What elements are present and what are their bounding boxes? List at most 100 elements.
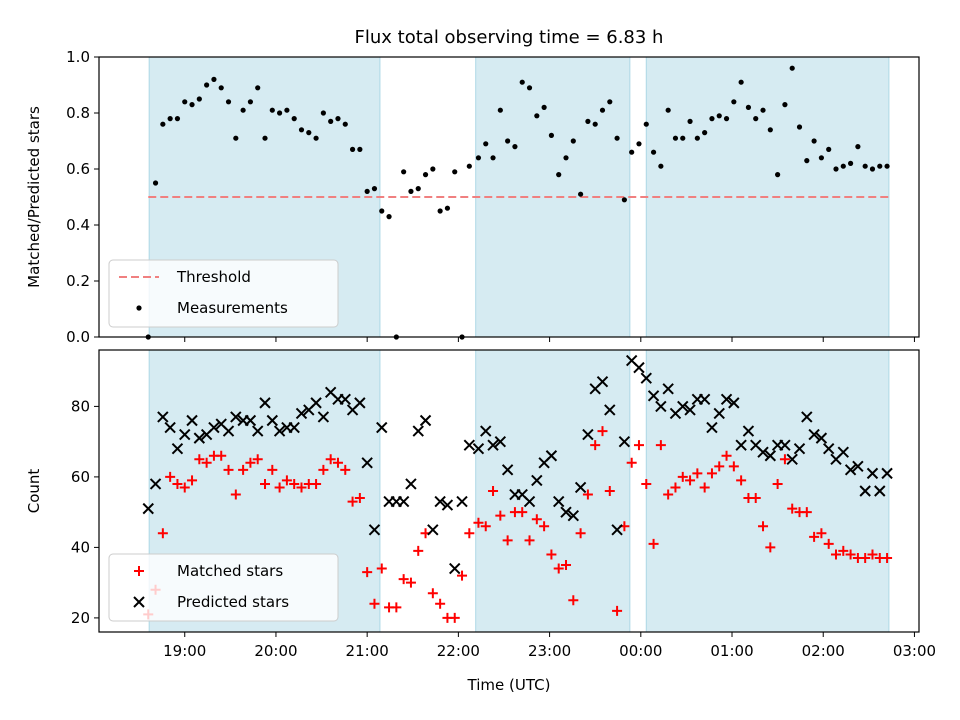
matched-star-point <box>597 426 608 437</box>
predicted-star-point <box>230 411 242 423</box>
top-panel: 0.0 0.2 0.4 0.6 0.8 1.0 Matched/Predicted star… <box>25 48 920 346</box>
matched-star-point <box>699 482 710 493</box>
measurement-point <box>298 127 305 133</box>
matched-star-point <box>830 549 841 560</box>
predicted-star-point <box>793 442 806 455</box>
y-tick-label: 80 <box>71 397 90 415</box>
measurement-point <box>702 130 708 136</box>
legend: Matched stars Predicted stars <box>108 553 339 622</box>
matched-star-point <box>245 457 256 468</box>
measurement-point <box>483 141 489 147</box>
predicted-star-point <box>186 414 198 427</box>
measurement-point <box>672 135 679 141</box>
matched-star-point <box>604 486 615 496</box>
x-tick-label: 02:00 <box>802 642 845 660</box>
matched-star-point <box>495 510 506 521</box>
series-measurements <box>145 65 890 340</box>
measurement-point <box>328 118 334 124</box>
y-tick-label: 0.6 <box>66 160 90 178</box>
measurement-point <box>152 180 159 186</box>
matched-star-point <box>362 567 373 578</box>
measurement-point <box>386 214 392 220</box>
predicted-star-point <box>179 428 191 441</box>
legend: Threshold Measurements <box>108 259 339 328</box>
predicted-star-point <box>487 439 499 451</box>
predicted-star-point <box>662 383 674 395</box>
matched-star-point <box>882 552 893 563</box>
measurement-point <box>811 138 817 144</box>
matched-star-point <box>318 464 329 475</box>
matched-star-point <box>823 538 834 549</box>
matched-star-point <box>172 478 183 489</box>
matched-star-point <box>480 521 491 532</box>
predicted-star-point <box>419 414 432 427</box>
x-tick-label: 19:00 <box>163 642 206 660</box>
measurement-point <box>371 186 378 192</box>
measurement-point <box>466 163 472 169</box>
y-tick-label: 0.0 <box>66 328 90 346</box>
measurement-point <box>877 163 883 169</box>
matched-star-point <box>457 570 468 581</box>
predicted-star-point <box>273 425 286 437</box>
predicted-star-point <box>786 453 798 465</box>
measurement-point <box>694 135 700 141</box>
matched-star-point <box>561 560 572 571</box>
predicted-star-point <box>698 393 711 406</box>
measurement-point <box>869 166 876 172</box>
matched-star-point <box>633 440 644 451</box>
matched-star-point <box>553 563 564 574</box>
measurement-point <box>225 99 232 105</box>
measurement-point <box>379 208 385 214</box>
x-tick-label: 01:00 <box>710 642 753 660</box>
y-tick-label: 40 <box>71 538 90 556</box>
measurement-point <box>599 107 606 113</box>
matched-star-point <box>692 468 703 479</box>
measurement-point <box>687 118 693 124</box>
measurement-point <box>320 110 326 116</box>
measurement-point <box>541 104 547 110</box>
measurement-point <box>415 186 421 192</box>
matched-star-point <box>531 514 542 525</box>
measurement-point <box>578 191 584 197</box>
predicted-star-point <box>808 428 820 441</box>
predicted-star-point <box>633 361 645 374</box>
legend-label: Measurements <box>177 299 288 317</box>
measurement-point <box>826 146 832 152</box>
y-axis-title: Matched/Predicted stars <box>25 106 43 288</box>
matched-star-point <box>779 454 790 465</box>
predicted-star-point <box>427 524 439 536</box>
matched-star-point <box>772 478 783 489</box>
predicted-star-point <box>193 432 206 444</box>
measurement-point <box>189 102 195 108</box>
measurement-point <box>548 132 555 138</box>
matched-star-point <box>201 457 212 468</box>
measurement-point <box>767 127 773 133</box>
predicted-star-point <box>545 450 558 462</box>
y-tick-label: 0.2 <box>66 272 90 290</box>
matched-star-point <box>517 507 528 518</box>
measurement-point <box>335 116 341 122</box>
measurement-point <box>709 116 715 122</box>
matched-star-point <box>347 496 358 507</box>
matched-star-point <box>809 531 820 542</box>
measurement-point <box>556 172 562 178</box>
measurement-point <box>430 166 436 172</box>
matched-star-point <box>391 602 402 613</box>
matched-star-point <box>230 489 241 500</box>
measurement-point <box>196 96 202 102</box>
predicted-star-point <box>368 524 381 536</box>
predicted-star-point <box>866 467 879 480</box>
matched-star-point <box>194 454 205 465</box>
measurement-point <box>408 188 414 194</box>
matched-star-point <box>369 598 380 609</box>
matched-star-point <box>685 475 696 486</box>
predicted-star-point <box>259 397 271 409</box>
matched-star-point <box>157 528 168 539</box>
predicted-star-point <box>881 467 893 480</box>
predicted-star-point <box>874 485 886 497</box>
measurement-point <box>497 107 503 113</box>
matched-star-point <box>435 598 446 609</box>
predicted-star-point <box>822 442 835 455</box>
matched-star-point <box>502 535 513 546</box>
